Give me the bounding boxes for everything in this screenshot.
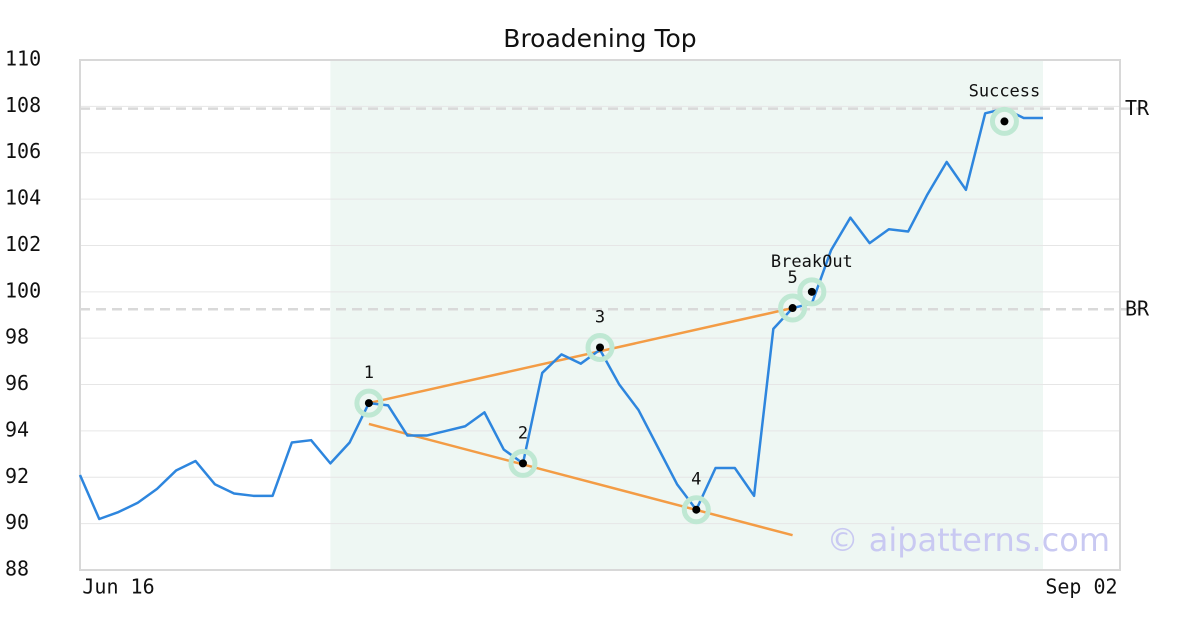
point-label: 4 <box>691 470 701 490</box>
y-tick-label: 102 <box>5 232 41 256</box>
y-tick-label: 108 <box>5 93 41 117</box>
y-tick-label: 110 <box>5 47 41 71</box>
y-tick-label: 92 <box>5 464 29 488</box>
point-halo <box>778 293 808 323</box>
y-tick-label: 96 <box>5 371 29 395</box>
y-tick-label: 100 <box>5 278 41 302</box>
highlight-region <box>330 60 1043 570</box>
x-tick-label: Sep 02 <box>1045 575 1117 599</box>
chart-title: Broadening Top <box>503 24 696 53</box>
point-label: BreakOut <box>771 252 853 272</box>
y-tick-label: 88 <box>5 557 29 581</box>
trendline <box>368 422 793 537</box>
point-dot <box>518 459 527 468</box>
y-tick-label: 90 <box>5 510 29 534</box>
price-line <box>78 107 1043 521</box>
plot-frame <box>79 59 1121 571</box>
point-halo <box>797 277 827 307</box>
y-tick-label: 94 <box>5 417 29 441</box>
x-tick-label: Jun 16 <box>82 575 154 599</box>
point-halo <box>989 106 1019 136</box>
level-label: BR <box>1125 297 1150 321</box>
point-halo <box>681 495 711 525</box>
point-label: Success <box>969 81 1041 101</box>
point-dot <box>807 287 816 296</box>
trendline <box>368 306 793 405</box>
level-label: TR <box>1125 96 1150 120</box>
point-dot <box>596 343 604 352</box>
point-label: 3 <box>595 307 605 327</box>
point-halo <box>585 332 615 362</box>
point-halo <box>508 448 538 478</box>
point-dot <box>788 304 797 313</box>
point-dot <box>1000 117 1009 126</box>
point-label: 2 <box>518 423 528 443</box>
point-halo <box>354 388 384 418</box>
point-dot <box>692 505 701 514</box>
point-label: 1 <box>364 363 374 383</box>
point-label: 5 <box>787 268 797 288</box>
y-tick-label: 106 <box>5 139 41 163</box>
y-tick-label: 104 <box>5 186 41 210</box>
y-tick-label: 98 <box>5 325 29 349</box>
point-dot <box>364 399 373 408</box>
watermark: © aipatterns.com <box>827 521 1110 559</box>
